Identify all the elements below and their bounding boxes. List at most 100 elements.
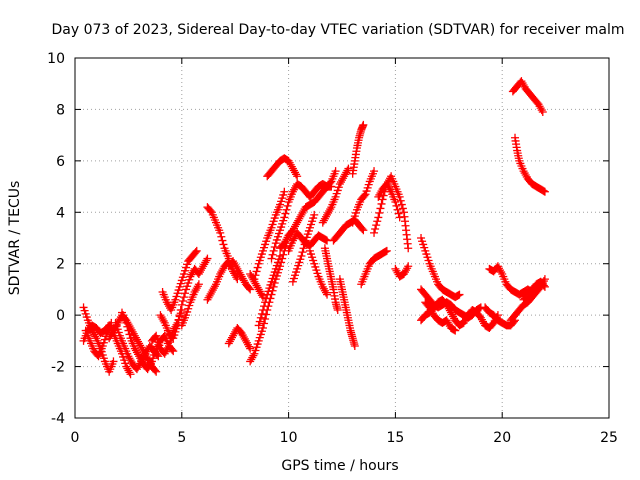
data-point: [126, 370, 135, 379]
data-point: [326, 205, 335, 214]
y-axis-title: SDTVAR / TECUs: [7, 181, 23, 296]
data-point: [280, 187, 289, 196]
data-point: [177, 300, 186, 309]
data-point: [298, 248, 307, 257]
data-point: [404, 262, 413, 271]
data-point: [176, 306, 185, 314]
data-point: [151, 366, 160, 375]
x-tick-label: 10: [280, 430, 298, 446]
y-tick-label: 6: [56, 154, 65, 170]
data-point: [375, 208, 384, 217]
data-point: [391, 198, 400, 206]
data-point: [267, 254, 276, 263]
tick-layer: 0 5 10 15 20 25 -4 -2 0 2 4 6 8 10: [47, 51, 618, 446]
data-point: [193, 282, 202, 291]
data-point: [254, 321, 263, 330]
data-point: [403, 264, 412, 273]
data-point: [376, 204, 385, 213]
data-point: [248, 353, 257, 362]
data-point: [219, 240, 228, 249]
plot-frame: [74, 57, 610, 419]
data-point: [178, 297, 187, 305]
data-point: [393, 205, 402, 214]
data-point: [249, 351, 258, 360]
data-point: [378, 195, 387, 204]
data-point: [404, 244, 413, 253]
data-point: [323, 290, 332, 299]
data-point: [251, 271, 260, 280]
data-point: [246, 285, 255, 294]
data-point: [125, 330, 134, 339]
y-tick-label: 10: [47, 51, 65, 67]
data-point: [217, 232, 226, 241]
x-tick-label: 5: [177, 430, 186, 446]
data-point: [164, 342, 173, 350]
data-point: [360, 191, 369, 200]
data-point: [202, 256, 211, 265]
x-tick-label: 0: [71, 430, 80, 446]
y-tick-label: -2: [51, 360, 65, 376]
data-point: [392, 201, 401, 210]
data-point: [396, 196, 405, 205]
data-point: [245, 284, 254, 293]
chart-title: Day 073 of 2023, Sidereal Day-to-day VTE…: [52, 22, 625, 38]
data-point: [382, 246, 391, 255]
data-point: [179, 293, 188, 302]
data-point: [398, 204, 407, 213]
data-point: [540, 282, 549, 291]
y-tick-label: 0: [56, 308, 65, 324]
data-point: [252, 267, 261, 276]
data-point: [350, 342, 359, 350]
data-point: [372, 221, 381, 230]
data-point: [538, 108, 547, 116]
data-point: [370, 228, 379, 237]
data-point: [203, 254, 212, 263]
data-point: [152, 367, 161, 376]
data-point: [163, 343, 172, 352]
data-point: [333, 306, 342, 314]
data-point: [125, 368, 134, 377]
data-point: [276, 252, 285, 260]
data-point: [246, 344, 255, 353]
data-point: [122, 318, 131, 327]
data-point: [257, 309, 266, 318]
data-point: [255, 317, 264, 326]
data-point: [373, 217, 382, 226]
data-point: [261, 315, 270, 323]
x-axis-title: GPS time / hours: [281, 458, 398, 474]
data-point: [394, 209, 403, 218]
data-point: [397, 200, 406, 209]
data-point: [216, 228, 225, 237]
data-point: [245, 342, 254, 351]
data-point: [191, 248, 200, 257]
data-point: [537, 106, 546, 115]
data-point: [283, 201, 292, 210]
data-point: [451, 326, 460, 335]
data-point: [181, 289, 190, 298]
x-tick-label: 15: [386, 430, 404, 446]
data-point: [310, 210, 319, 219]
data-point: [210, 282, 219, 291]
grid-layer: [75, 58, 609, 418]
data-point: [359, 226, 368, 235]
data-point: [258, 306, 267, 314]
data-point: [331, 167, 340, 176]
x-tick-label: 20: [493, 430, 511, 446]
data-point: [539, 281, 548, 290]
y-tick-label: 2: [56, 257, 65, 273]
data-point: [370, 167, 379, 176]
data-point: [358, 225, 367, 233]
data-point: [262, 294, 271, 303]
data-point: [258, 324, 267, 332]
y-tick-label: 8: [56, 102, 65, 118]
data-point: [297, 252, 306, 260]
data-point: [192, 246, 201, 255]
data-point: [300, 240, 309, 249]
x-tick-label: 25: [600, 430, 618, 446]
data-point: [260, 319, 269, 328]
data-point: [455, 290, 464, 299]
data-point: [109, 357, 118, 366]
data-point: [386, 185, 395, 194]
